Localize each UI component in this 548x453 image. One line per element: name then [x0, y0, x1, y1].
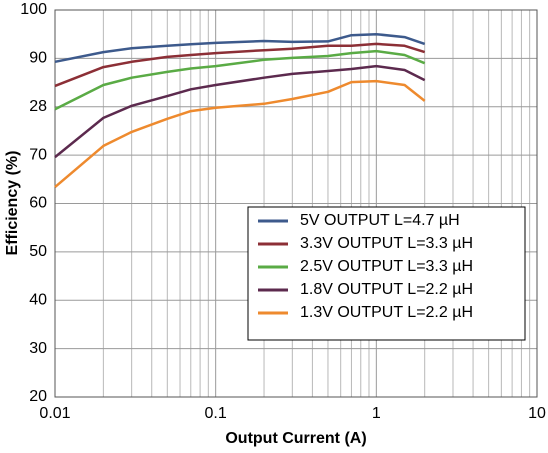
legend-label: 2.5V OUTPUT L=3.3 µH — [300, 258, 473, 275]
y-tick-label: 28 — [29, 98, 47, 115]
y-tick-label: 30 — [29, 340, 47, 357]
y-tick-label: 100 — [20, 1, 47, 18]
series-line — [54, 64, 426, 159]
legend-box — [247, 206, 526, 341]
y-tick-label: 90 — [29, 50, 47, 67]
y-tick-label: 20 — [29, 388, 47, 405]
x-tick-label: 10 — [528, 405, 546, 422]
legend: 5V OUTPUT L=4.7 µH 3.3V OUTPUT L=3.3 µH 2.… — [247, 206, 526, 341]
y-tick-label: 40 — [29, 291, 47, 308]
series-line — [54, 32, 426, 64]
x-tick-label: 0.1 — [205, 405, 227, 422]
y-axis-title: Efficiency (%) — [4, 151, 21, 256]
legend-label: 1.8V OUTPUT L=2.2 µH — [300, 281, 473, 298]
x-axis-title: Output Current (A) — [225, 430, 366, 447]
y-tick-label: 60 — [29, 195, 47, 212]
y-tick-label: 70 — [29, 146, 47, 163]
y-tick-label: 50 — [29, 243, 47, 260]
legend-label: 1.3V OUTPUT L=2.2 µH — [300, 304, 473, 321]
series-line — [54, 49, 426, 111]
plot-frame — [54, 9, 538, 398]
x-tick-label: 1 — [372, 405, 381, 422]
legend-label: 5V OUTPUT L=4.7 µH — [300, 212, 460, 229]
legend-label: 3.3V OUTPUT L=3.3 µH — [300, 235, 473, 252]
series-line — [54, 42, 426, 88]
x-tick-label: 0.01 — [39, 405, 70, 422]
series-line — [54, 79, 426, 189]
